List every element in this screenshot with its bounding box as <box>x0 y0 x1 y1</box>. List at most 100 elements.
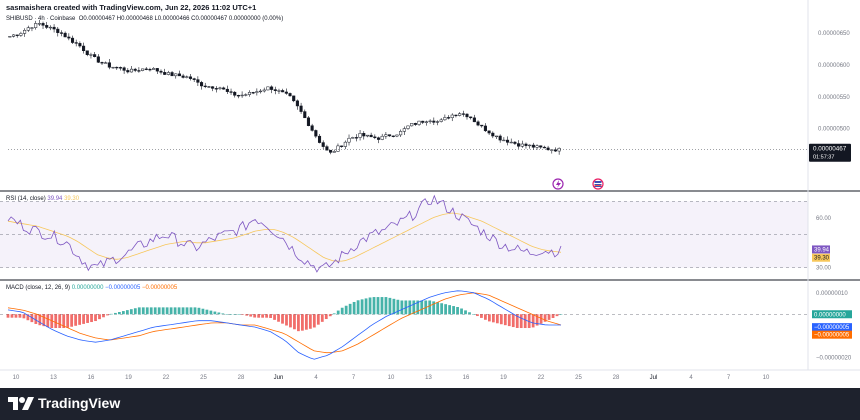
candle-body[interactable] <box>376 137 381 140</box>
candle-body[interactable] <box>148 68 152 71</box>
event-flash-icon[interactable] <box>552 178 564 190</box>
candle-body[interactable] <box>107 62 111 68</box>
macd-histogram-bar[interactable] <box>197 307 201 315</box>
macd-histogram-bar[interactable] <box>38 314 42 326</box>
candle-body[interactable] <box>277 90 281 92</box>
candle-body[interactable] <box>122 67 126 71</box>
candle-body[interactable] <box>365 134 369 137</box>
macd-histogram-bar[interactable] <box>436 302 440 315</box>
macd-histogram-bar[interactable] <box>396 299 400 315</box>
symbol-name[interactable]: SHIBUSD · 4h · Coinbase <box>6 16 76 22</box>
candle-body[interactable] <box>196 79 200 83</box>
macd-histogram-bar[interactable] <box>201 308 205 315</box>
candle-body[interactable] <box>141 68 145 71</box>
macd-histogram-bar[interactable] <box>98 314 101 320</box>
macd-line-badge[interactable] <box>812 323 852 332</box>
macd-histogram-bar[interactable] <box>511 314 515 328</box>
candle-body[interactable] <box>266 86 270 91</box>
macd-histogram-bar[interactable] <box>527 314 531 329</box>
macd-histogram-bar[interactable] <box>221 313 225 315</box>
candle-body[interactable] <box>159 70 163 73</box>
candle-body[interactable] <box>487 130 491 134</box>
candle-body[interactable] <box>461 113 465 115</box>
macd-histogram-bar[interactable] <box>22 314 26 319</box>
candle-body[interactable] <box>67 36 71 39</box>
candle-body[interactable] <box>553 149 558 152</box>
macd-histogram-bar[interactable] <box>344 305 348 315</box>
candle-body[interactable] <box>255 91 259 93</box>
macd-histogram-bar[interactable] <box>217 312 221 315</box>
macd-histogram-bar[interactable] <box>102 314 105 318</box>
macd-histogram-bar[interactable] <box>153 307 157 315</box>
macd-histogram-bar[interactable] <box>400 300 404 315</box>
macd-histogram-bar[interactable] <box>86 314 89 323</box>
macd-histogram-bar[interactable] <box>121 311 125 315</box>
macd-histogram-bar[interactable] <box>392 298 396 315</box>
candle-body[interactable] <box>177 73 181 77</box>
candle-body[interactable] <box>321 142 325 147</box>
macd-histogram-bar[interactable] <box>118 311 121 315</box>
macd-histogram-bar[interactable] <box>209 310 213 315</box>
candle-body[interactable] <box>63 32 67 38</box>
candle-body[interactable] <box>26 27 30 31</box>
candle-body[interactable] <box>163 72 167 75</box>
candle-body[interactable] <box>207 86 211 88</box>
macd-histogram-bar[interactable] <box>261 314 265 318</box>
candle-body[interactable] <box>166 72 170 75</box>
macd-histogram-bar[interactable] <box>352 301 356 315</box>
macd-histogram-bar[interactable] <box>177 307 181 315</box>
macd-histogram-bar[interactable] <box>559 314 563 315</box>
candle-body[interactable] <box>295 100 299 107</box>
candle-body[interactable] <box>465 113 469 118</box>
macd-histogram-bar[interactable] <box>551 314 555 319</box>
macd-histogram-bar[interactable] <box>324 314 328 320</box>
macd-histogram-bar[interactable] <box>94 314 97 322</box>
macd-histogram-bar[interactable] <box>356 300 360 315</box>
candle-body[interactable] <box>74 42 78 44</box>
macd-histogram-bar[interactable] <box>340 307 344 315</box>
macd-histogram-bar[interactable] <box>277 314 280 322</box>
macd-histogram-bar[interactable] <box>125 310 129 315</box>
candle-body[interactable] <box>362 133 366 137</box>
candle-body[interactable] <box>413 123 417 125</box>
candle-body[interactable] <box>85 50 89 56</box>
candle-body[interactable] <box>524 143 528 146</box>
macd-histogram-bar[interactable] <box>50 314 54 329</box>
macd-histogram-bar[interactable] <box>452 306 455 315</box>
macd-histogram-bar[interactable] <box>173 307 177 315</box>
candle-body[interactable] <box>262 89 266 92</box>
candle-body[interactable] <box>343 141 347 147</box>
candle-body[interactable] <box>299 105 303 112</box>
candle-body[interactable] <box>351 137 355 139</box>
candle-body[interactable] <box>89 54 93 56</box>
candle-body[interactable] <box>520 143 524 147</box>
candle-body[interactable] <box>447 117 451 119</box>
macd-histogram-bar[interactable] <box>348 303 352 315</box>
candle-body[interactable] <box>185 76 189 78</box>
macd-histogram-bar[interactable] <box>555 314 559 317</box>
macd-histogram-bar[interactable] <box>74 314 78 326</box>
candle-body[interactable] <box>214 88 218 90</box>
macd-histogram-bar[interactable] <box>456 306 459 315</box>
macd-hist-badge[interactable] <box>812 310 852 319</box>
candle-body[interactable] <box>11 34 16 37</box>
candle-body[interactable] <box>258 90 263 93</box>
candle-body[interactable] <box>281 90 285 93</box>
macd-histogram-bar[interactable] <box>332 313 336 315</box>
macd-histogram-bar[interactable] <box>312 314 316 328</box>
macd-histogram-bar[interactable] <box>269 314 272 318</box>
candle-body[interactable] <box>314 130 318 137</box>
macd-histogram-bar[interactable] <box>531 314 535 328</box>
candle-body[interactable] <box>369 134 373 138</box>
rsi-line[interactable] <box>7 194 562 273</box>
candle-body[interactable] <box>454 114 458 117</box>
candle-body[interactable] <box>233 91 237 96</box>
macd-histogram-bar[interactable] <box>495 314 499 324</box>
macd-histogram-bar[interactable] <box>245 314 249 316</box>
rsi-value-badge[interactable] <box>812 245 830 254</box>
macd-histogram-bar[interactable] <box>129 309 133 315</box>
candle-body[interactable] <box>8 36 12 38</box>
candle-body[interactable] <box>93 54 97 57</box>
macd-histogram-bar[interactable] <box>229 314 233 315</box>
